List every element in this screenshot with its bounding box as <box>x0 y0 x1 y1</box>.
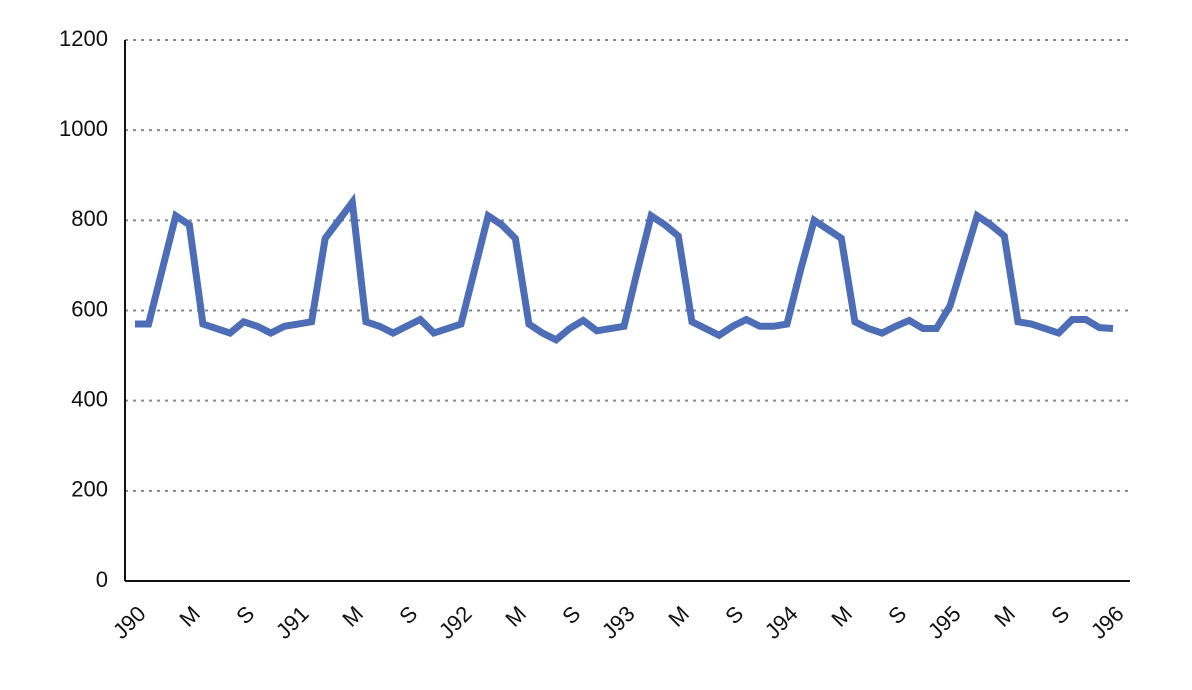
x-tick-label: S <box>557 601 585 629</box>
y-tick-label: 1200 <box>59 26 108 51</box>
x-tick-label: J95 <box>923 601 966 644</box>
x-tick-label: J93 <box>597 601 640 644</box>
x-tick-label: J92 <box>434 601 477 644</box>
x-tick-label: S <box>1046 601 1074 629</box>
x-tick-label: M <box>500 601 531 632</box>
x-tick-label: M <box>989 601 1020 632</box>
y-tick-label: 400 <box>71 386 108 411</box>
x-tick-label: S <box>231 601 259 629</box>
y-tick-label: 800 <box>71 206 108 231</box>
y-tick-label: 600 <box>71 296 108 321</box>
y-tick-label: 200 <box>71 477 108 502</box>
x-tick-label: M <box>337 601 368 632</box>
x-tick-label: J94 <box>760 601 803 644</box>
x-tick-label: S <box>720 601 748 629</box>
y-tick-label: 0 <box>96 567 108 592</box>
x-tick-label: J90 <box>108 601 151 644</box>
y-tick-label: 1000 <box>59 116 108 141</box>
x-tick-label: S <box>883 601 911 629</box>
x-tick-label: M <box>174 601 205 632</box>
x-tick-label: S <box>394 601 422 629</box>
x-tick-label: M <box>663 601 694 632</box>
data-line <box>135 193 1114 344</box>
x-tick-label: J91 <box>271 601 314 644</box>
x-tick-label: M <box>826 601 857 632</box>
x-tick-label: J96 <box>1086 601 1129 644</box>
